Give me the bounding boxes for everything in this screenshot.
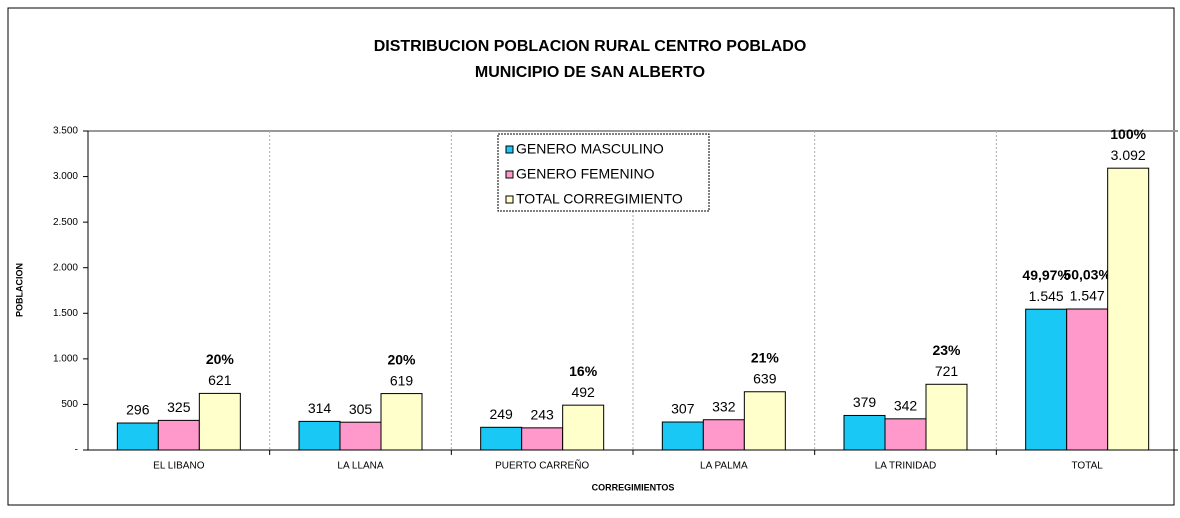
percent-label: 23%	[932, 342, 961, 358]
y-tick-label: 500	[61, 399, 78, 410]
percent-label: 21%	[751, 349, 780, 365]
y-tick-label: -	[75, 445, 78, 456]
value-label: 249	[489, 406, 513, 422]
x-tick-label: LA TRINIDAD	[875, 461, 937, 472]
x-tick-label: LA PALMA	[700, 461, 748, 472]
y-tick-label: 2.500	[53, 217, 78, 228]
percent-label: 50,03%	[1063, 267, 1111, 283]
legend-label: TOTAL CORREGIMIENTO	[516, 191, 683, 207]
percent-label: 100%	[1110, 126, 1146, 142]
x-tick-label: PUERTO CARREÑO	[495, 459, 589, 472]
x-tick-label: LA LLANA	[337, 461, 383, 472]
value-label: 325	[167, 399, 191, 415]
bar	[380, 393, 423, 451]
percent-label: 20%	[387, 351, 416, 367]
value-label: 307	[671, 401, 695, 417]
value-label: 1.545	[1029, 288, 1064, 304]
bar	[1025, 308, 1068, 451]
bar	[743, 391, 786, 451]
bar	[198, 392, 241, 451]
legend-swatch	[505, 170, 514, 179]
bar	[1107, 167, 1150, 451]
value-label: 342	[894, 398, 918, 414]
bar	[116, 422, 159, 451]
bar	[298, 420, 341, 451]
bar	[884, 418, 927, 451]
value-label: 379	[853, 394, 877, 410]
bar	[562, 404, 605, 451]
percent-label: 16%	[569, 363, 598, 379]
legend-box	[497, 133, 710, 212]
y-tick-label: 1.500	[53, 308, 78, 319]
legend-label: GENERO FEMENINO	[516, 166, 655, 182]
value-label: 296	[126, 402, 150, 418]
bar	[702, 419, 745, 451]
value-label: 492	[571, 384, 595, 400]
percent-label: 49,97%	[1022, 267, 1070, 283]
bar	[1066, 308, 1109, 451]
value-label: 639	[753, 370, 777, 386]
legend-swatch	[505, 145, 514, 154]
legend-swatch	[505, 195, 514, 204]
bar	[843, 414, 886, 451]
bar	[339, 421, 382, 451]
y-tick-label: 2.000	[53, 262, 78, 273]
bar	[661, 421, 704, 451]
y-axis-label: POBLACION	[14, 263, 24, 317]
x-tick-label: TOTAL	[1072, 461, 1104, 472]
y-tick-label: 3.000	[53, 171, 78, 182]
legend-label: GENERO MASCULINO	[516, 141, 664, 157]
bar	[521, 427, 564, 451]
value-label: 1.547	[1070, 288, 1105, 304]
value-label: 332	[712, 398, 736, 414]
x-axis-label: CORREGIMIENTOS	[592, 482, 675, 492]
chart-title: DISTRIBUCION POBLACION RURAL CENTRO POBL…	[374, 38, 807, 55]
value-label: 619	[390, 372, 414, 388]
bar	[480, 426, 523, 451]
value-label: 243	[530, 407, 554, 423]
value-label: 3.092	[1111, 147, 1146, 163]
y-tick-label: 1.000	[53, 353, 78, 364]
value-label: 621	[208, 372, 232, 388]
chart-title: MUNICIPIO DE SAN ALBERTO	[475, 64, 705, 81]
bar	[157, 419, 200, 451]
value-label: 721	[935, 363, 959, 379]
value-label: 314	[308, 400, 332, 416]
value-label: 305	[349, 401, 373, 417]
bar	[925, 383, 968, 451]
y-tick-label: 3.500	[53, 126, 78, 137]
percent-label: 20%	[206, 351, 235, 367]
x-tick-label: EL LIBANO	[153, 461, 205, 472]
